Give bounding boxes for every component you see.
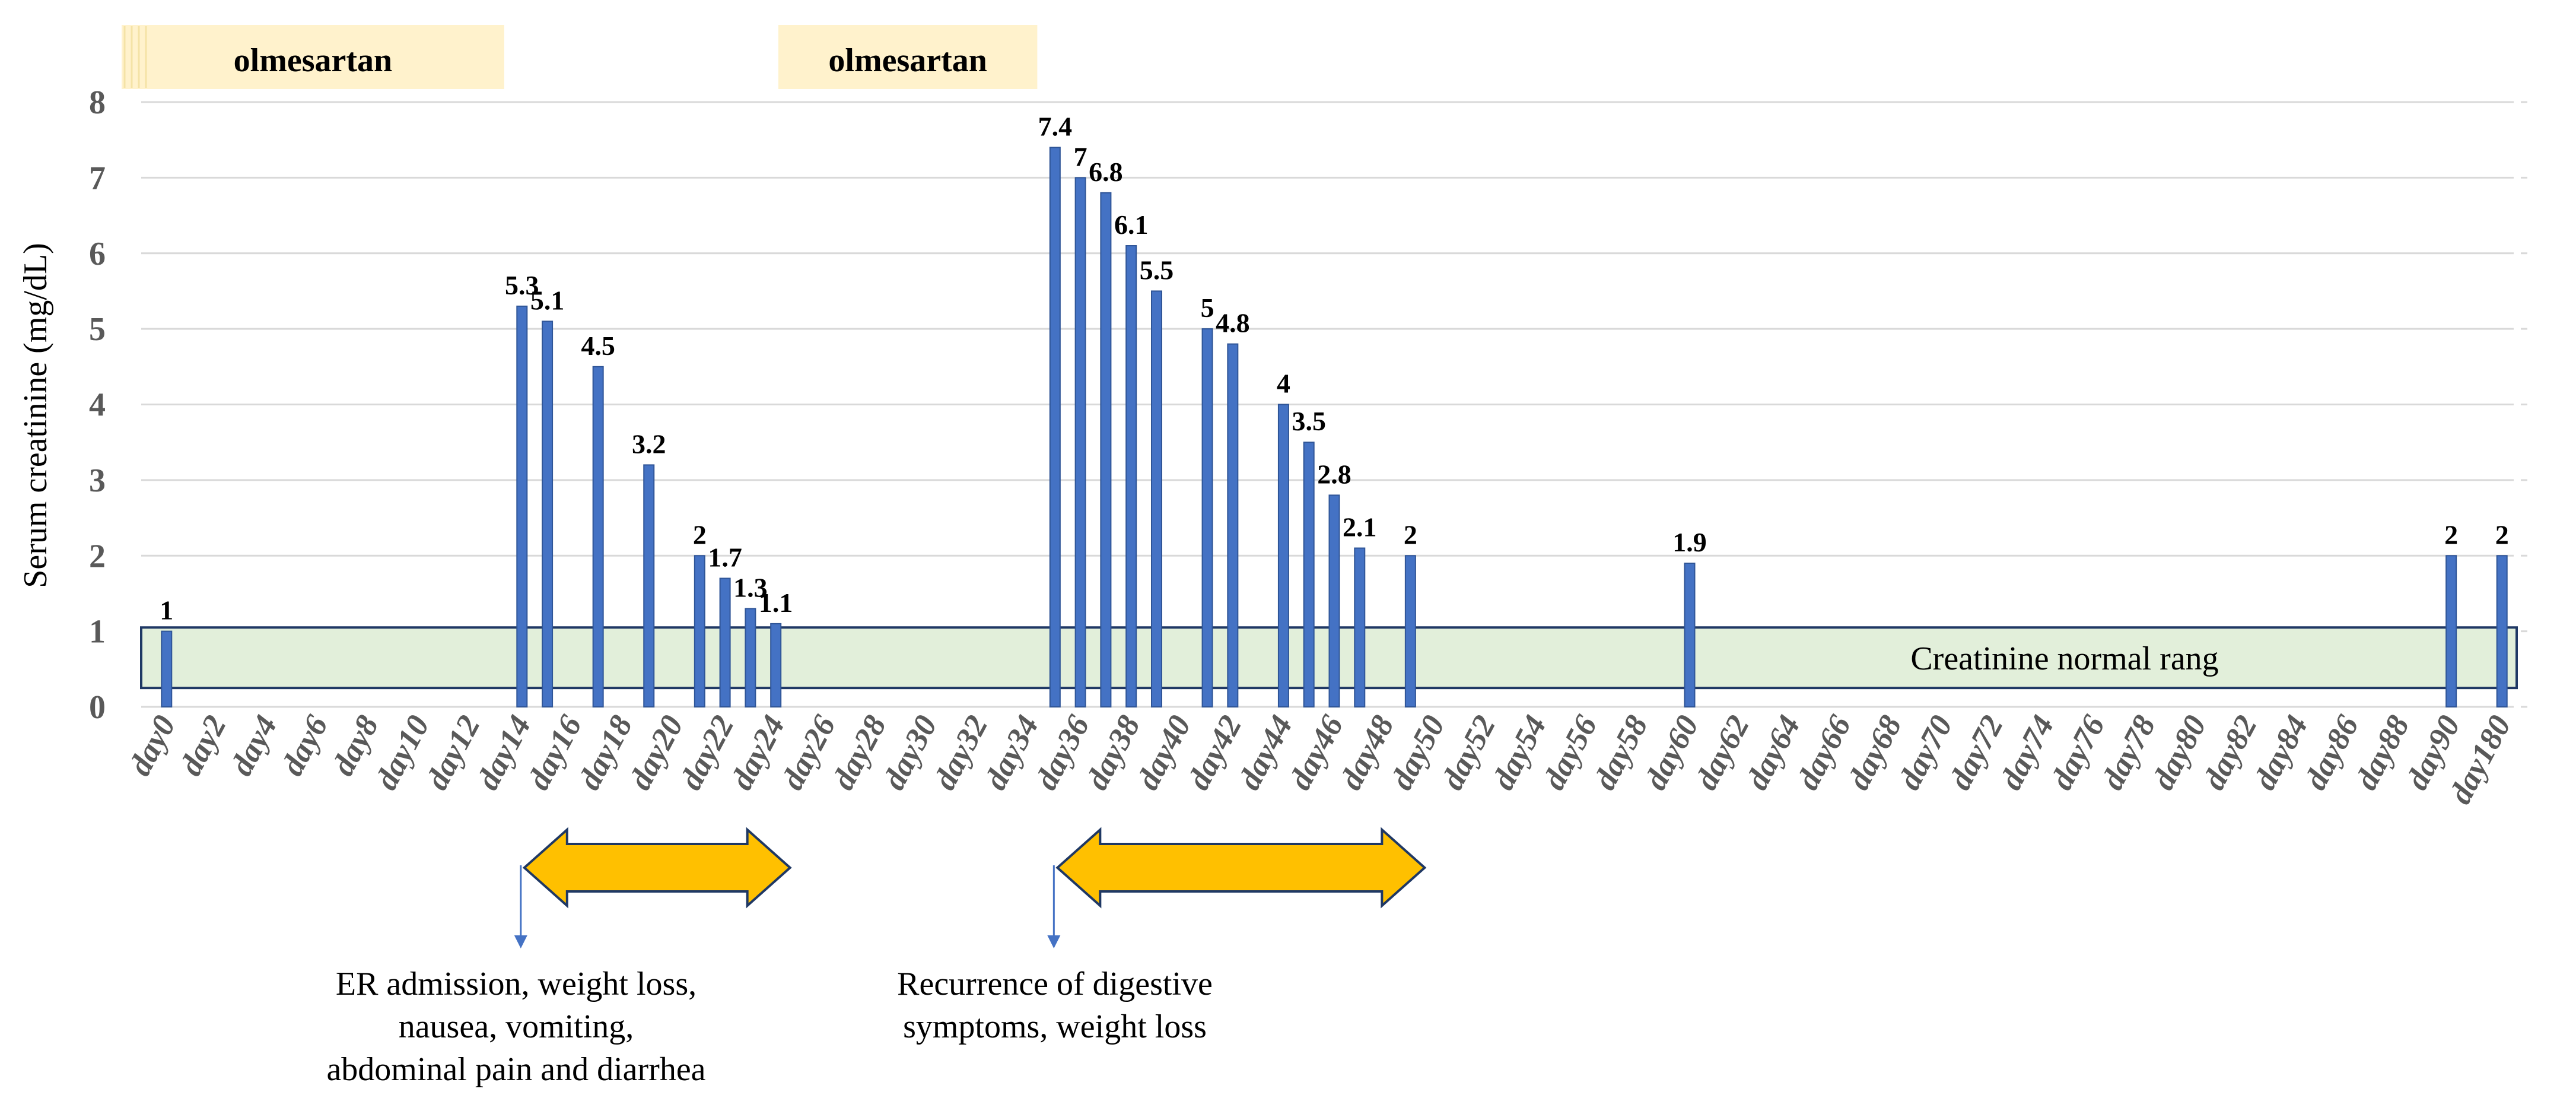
bar-day39: [1150, 290, 1162, 707]
axis-break: [2514, 96, 2521, 708]
y-tick-label: 3: [89, 462, 106, 499]
bar-day23: [745, 608, 756, 707]
olmesartan-label: olmesartan: [234, 42, 393, 79]
bar-day90: [2445, 555, 2457, 707]
annotation-text-er-admission: nausea, vomiting,: [399, 1008, 634, 1045]
value-label-day24: 1.1: [759, 588, 793, 618]
x-tick-label: day0: [122, 709, 182, 781]
value-label-day21: 2: [693, 519, 707, 550]
x-axis-ticks: day0day2day4day6day8day10day12day14day16…: [122, 709, 2518, 810]
value-label-day46: 2.8: [1317, 459, 1351, 489]
value-label-day36: 7: [1074, 141, 1087, 172]
value-label-day42: 4.8: [1216, 308, 1250, 338]
value-label-day15: 5.1: [530, 285, 565, 315]
y-tick-label: 6: [89, 236, 106, 272]
bar-day37: [1100, 192, 1112, 708]
value-label-day23: 1.3: [733, 572, 768, 602]
bar-day15: [542, 320, 554, 707]
bar-day17: [592, 366, 604, 707]
annotation-text-er-admission: abdominal pain and diarrhea: [326, 1051, 705, 1088]
y-tick-label: 0: [89, 689, 106, 726]
bar-day42: [1227, 343, 1239, 707]
y-tick-label: 5: [89, 311, 106, 348]
value-label-day90: 2: [2444, 519, 2458, 550]
bar-day38: [1125, 245, 1137, 707]
bar-day46: [1328, 494, 1340, 707]
y-tick-label: 4: [89, 387, 106, 424]
value-label-day39: 5.5: [1140, 255, 1174, 285]
value-label-day44: 4: [1277, 369, 1290, 399]
bar-day24: [770, 623, 782, 707]
double-arrow-recurrence: [1055, 827, 1427, 909]
annotation-text-er-admission: ER admission, weight loss,: [336, 966, 697, 1002]
bar-day45: [1303, 442, 1315, 707]
value-label-day35: 7.4: [1038, 111, 1073, 141]
bar-day0: [161, 630, 173, 707]
olmesartan-label: olmesartan: [828, 42, 987, 79]
value-label-day17: 4.5: [581, 331, 615, 361]
pointer-head-er-admission: [514, 935, 527, 948]
bar-day35: [1049, 147, 1061, 708]
annotation-text-recurrence: symptoms, weight loss: [903, 1008, 1207, 1045]
bar-day36: [1074, 177, 1086, 707]
bar-day49: [1404, 555, 1416, 707]
value-label-day14: 5.3: [505, 270, 539, 300]
value-label-day49: 2: [1404, 519, 1417, 550]
value-label-day41: 5: [1201, 293, 1214, 323]
pointer-head-recurrence: [1047, 935, 1061, 948]
bars: [161, 147, 2508, 708]
bar-day180: [2496, 555, 2508, 707]
bar-day19: [643, 464, 655, 708]
bar-day14: [516, 305, 528, 707]
value-label-day47: 2.1: [1343, 512, 1377, 542]
value-label-day37: 6.8: [1089, 157, 1123, 187]
y-axis-ticks: 0 1 2 3 4 5 6 7 8: [89, 84, 106, 726]
x-tick-label: day4: [223, 709, 284, 781]
normal-range-label: Creatinine normal rang: [1910, 640, 2218, 677]
value-label-day60: 1.9: [1672, 527, 1707, 557]
bar-day47: [1354, 547, 1366, 707]
annotation-text-recurrence: Recurrence of digestive: [897, 966, 1213, 1002]
y-axis-title: Serum creatinine (mg/dL): [17, 243, 54, 588]
value-labels: 15.35.14.53.221.71.31.17.47 6.86.15.55 4.8…: [160, 111, 2508, 625]
value-label-day45: 3.5: [1292, 406, 1326, 436]
olmesartan-band: [122, 25, 504, 89]
bar-day21: [694, 555, 705, 707]
y-tick-label: 7: [89, 160, 106, 196]
value-label-day22: 1.7: [708, 542, 742, 572]
olmesartan-bands: olmesartan olmesartan: [122, 25, 1038, 89]
olmesartan-band: [778, 25, 1038, 89]
y-tick-label: 8: [89, 84, 106, 121]
value-label-day19: 3.2: [632, 429, 666, 459]
bar-day60: [1684, 562, 1696, 707]
annotations: ER admission, weight loss, nausea, vomiti…: [326, 827, 1427, 1088]
y-tick-label: 1: [89, 614, 106, 650]
value-label-day38: 6.1: [1114, 210, 1149, 240]
bar-day22: [719, 577, 731, 708]
x-tick-label: day6: [274, 709, 335, 781]
double-arrow-er-admission: [522, 827, 792, 909]
bar-day41: [1201, 328, 1213, 707]
y-tick-label: 2: [89, 538, 106, 575]
value-label-day0: 1: [160, 595, 173, 626]
x-tick-label: day2: [173, 709, 233, 781]
bar-day44: [1277, 404, 1289, 707]
value-label-day180: 2: [2495, 519, 2509, 550]
